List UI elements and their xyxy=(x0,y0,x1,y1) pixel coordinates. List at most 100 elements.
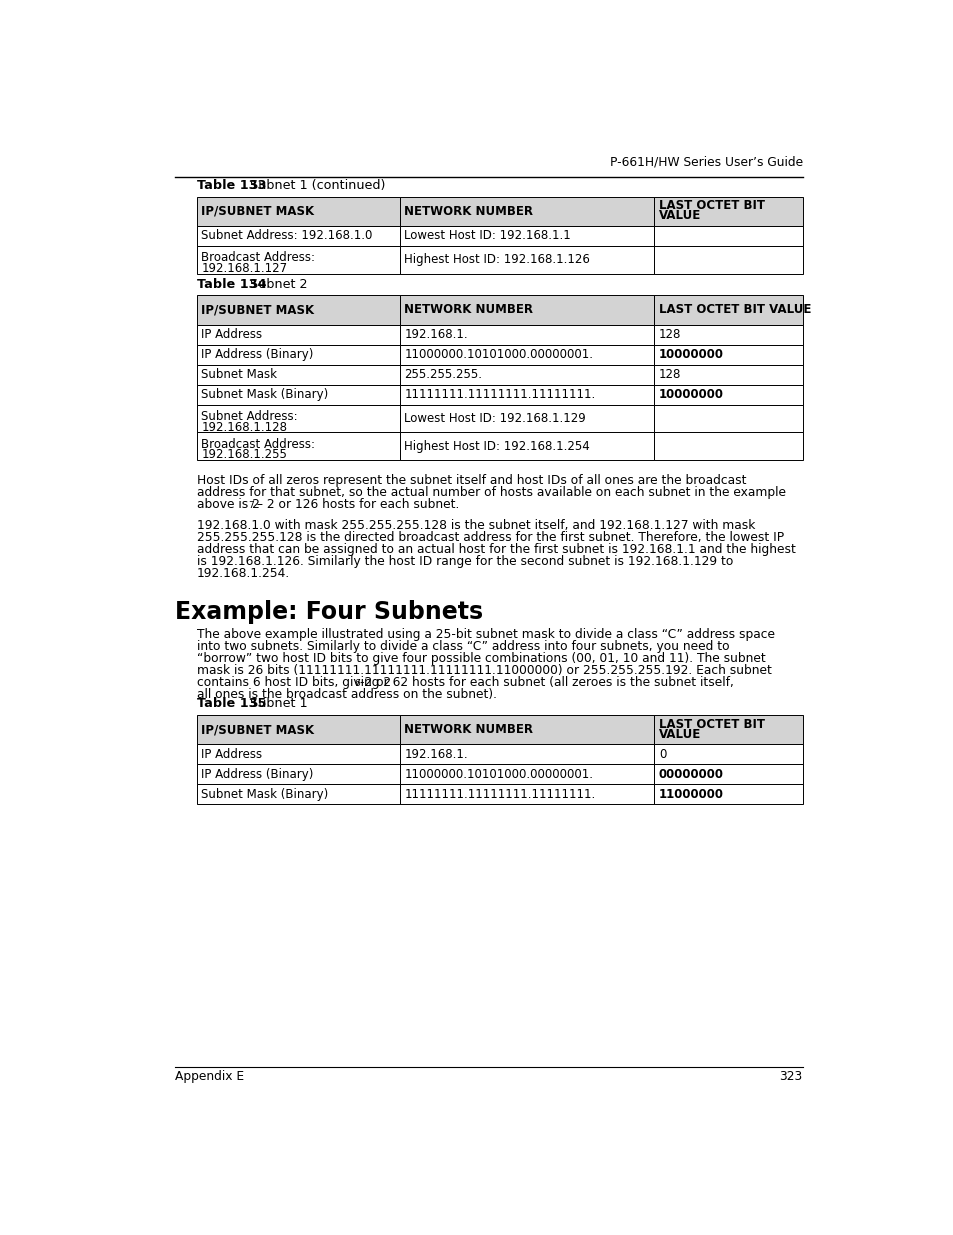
Bar xyxy=(399,432,654,461)
Text: LAST OCTET BIT VALUE: LAST OCTET BIT VALUE xyxy=(659,304,810,316)
Text: IP Address (Binary): IP Address (Binary) xyxy=(201,348,314,361)
Bar xyxy=(196,432,399,461)
Bar xyxy=(196,246,399,274)
Text: 255.255.255.: 255.255.255. xyxy=(404,368,482,382)
Text: 00000000: 00000000 xyxy=(659,768,723,781)
Text: 128: 128 xyxy=(659,368,680,382)
Text: 11111111.11111111.11111111.: 11111111.11111111.11111111. xyxy=(404,788,595,800)
Text: mask is 26 bits (11111111.11111111.11111111.11000000) or 255.255.255.192. Each s: mask is 26 bits (11111111.11111111.11111… xyxy=(196,663,771,677)
Bar xyxy=(654,226,802,246)
Text: Table 134: Table 134 xyxy=(196,278,266,290)
Bar xyxy=(399,246,654,274)
Text: Table 133: Table 133 xyxy=(196,179,266,193)
Bar xyxy=(399,745,654,764)
Text: -2 or 62 hosts for each subnet (all zeroes is the subnet itself,: -2 or 62 hosts for each subnet (all zero… xyxy=(360,676,734,689)
Text: into two subnets. Similarly to divide a class “C” address into four subnets, you: into two subnets. Similarly to divide a … xyxy=(196,640,729,653)
Text: 255.255.255.128 is the directed broadcast address for the first subnet. Therefor: 255.255.255.128 is the directed broadcas… xyxy=(196,531,783,543)
Text: Subnet 1 (continued): Subnet 1 (continued) xyxy=(241,179,385,193)
Text: Lowest Host ID: 192.168.1.1: Lowest Host ID: 192.168.1.1 xyxy=(404,230,571,242)
Text: “borrow” two host ID bits to give four possible combinations (00, 01, 10 and 11): “borrow” two host ID bits to give four p… xyxy=(196,652,764,664)
Bar xyxy=(196,364,399,384)
Text: Subnet Address: 192.168.1.0: Subnet Address: 192.168.1.0 xyxy=(201,230,373,242)
Text: Highest Host ID: 192.168.1.254: Highest Host ID: 192.168.1.254 xyxy=(404,440,590,453)
Text: 192.168.1.254.: 192.168.1.254. xyxy=(196,567,290,579)
Text: 11111111.11111111.11111111.: 11111111.11111111.11111111. xyxy=(404,388,595,401)
Text: IP/SUBNET MASK: IP/SUBNET MASK xyxy=(201,304,314,316)
Bar xyxy=(654,295,802,325)
Bar xyxy=(654,745,802,764)
Text: Broadcast Address:: Broadcast Address: xyxy=(201,252,315,264)
Text: VALUE: VALUE xyxy=(659,727,700,741)
Text: NETWORK NUMBER: NETWORK NUMBER xyxy=(404,304,533,316)
Bar xyxy=(399,384,654,405)
Bar xyxy=(196,745,399,764)
Bar xyxy=(654,345,802,364)
Bar xyxy=(654,246,802,274)
Text: IP/SUBNET MASK: IP/SUBNET MASK xyxy=(201,722,314,736)
Text: 192.168.1.255: 192.168.1.255 xyxy=(201,448,287,462)
Text: Broadcast Address:: Broadcast Address: xyxy=(201,437,315,451)
Bar xyxy=(654,715,802,745)
Text: 323: 323 xyxy=(779,1070,802,1083)
Bar xyxy=(399,764,654,784)
Text: Subnet Mask: Subnet Mask xyxy=(201,368,277,382)
Text: 11000000: 11000000 xyxy=(659,788,723,800)
Text: LAST OCTET BIT: LAST OCTET BIT xyxy=(659,718,764,731)
Text: Highest Host ID: 192.168.1.126: Highest Host ID: 192.168.1.126 xyxy=(404,253,590,267)
Text: Subnet Address:: Subnet Address: xyxy=(201,410,297,424)
Bar xyxy=(654,764,802,784)
Bar xyxy=(399,325,654,345)
Text: address for that subnet, so the actual number of hosts available on each subnet : address for that subnet, so the actual n… xyxy=(196,485,785,499)
Bar xyxy=(399,295,654,325)
Text: Example: Four Subnets: Example: Four Subnets xyxy=(174,600,482,624)
Text: 11000000.10101000.00000001.: 11000000.10101000.00000001. xyxy=(404,348,593,361)
Bar xyxy=(399,364,654,384)
Bar xyxy=(399,345,654,364)
Text: NETWORK NUMBER: NETWORK NUMBER xyxy=(404,722,533,736)
Text: 11000000.10101000.00000001.: 11000000.10101000.00000001. xyxy=(404,768,593,781)
Bar xyxy=(399,784,654,804)
Text: IP Address: IP Address xyxy=(201,747,262,761)
Bar xyxy=(399,405,654,432)
Text: 192.168.1.127: 192.168.1.127 xyxy=(201,262,287,275)
Text: 192.168.1.: 192.168.1. xyxy=(404,747,468,761)
Text: LAST OCTET BIT: LAST OCTET BIT xyxy=(659,199,764,212)
Text: Table 135: Table 135 xyxy=(196,698,266,710)
Text: P-661H/HW Series User’s Guide: P-661H/HW Series User’s Guide xyxy=(609,156,802,169)
Text: 7: 7 xyxy=(248,501,253,510)
Text: Subnet Mask (Binary): Subnet Mask (Binary) xyxy=(201,388,328,401)
Text: – 2 or 126 hosts for each subnet.: – 2 or 126 hosts for each subnet. xyxy=(253,498,459,511)
Text: 10000000: 10000000 xyxy=(659,388,723,401)
Text: 10000000: 10000000 xyxy=(659,348,723,361)
Text: The above example illustrated using a 25-bit subnet mask to divide a class “C” a: The above example illustrated using a 25… xyxy=(196,627,774,641)
Text: IP/SUBNET MASK: IP/SUBNET MASK xyxy=(201,205,314,217)
Text: 0: 0 xyxy=(659,747,665,761)
Text: NETWORK NUMBER: NETWORK NUMBER xyxy=(404,205,533,217)
Bar xyxy=(654,364,802,384)
Bar xyxy=(196,345,399,364)
Text: 192.168.1.: 192.168.1. xyxy=(404,329,468,341)
Bar xyxy=(654,405,802,432)
Text: 128: 128 xyxy=(659,329,680,341)
Bar xyxy=(196,384,399,405)
Text: 6: 6 xyxy=(355,679,360,688)
Text: Subnet Mask (Binary): Subnet Mask (Binary) xyxy=(201,788,328,800)
Text: Lowest Host ID: 192.168.1.129: Lowest Host ID: 192.168.1.129 xyxy=(404,412,585,425)
Bar xyxy=(196,226,399,246)
Text: Subnet 2: Subnet 2 xyxy=(241,278,307,290)
Text: contains 6 host ID bits, giving 2: contains 6 host ID bits, giving 2 xyxy=(196,676,391,689)
Text: is 192.168.1.126. Similarly the host ID range for the second subnet is 192.168.1: is 192.168.1.126. Similarly the host ID … xyxy=(196,555,732,568)
Text: VALUE: VALUE xyxy=(659,210,700,222)
Bar xyxy=(196,784,399,804)
Text: 192.168.1.0 with mask 255.255.255.128 is the subnet itself, and 192.168.1.127 wi: 192.168.1.0 with mask 255.255.255.128 is… xyxy=(196,519,755,532)
Text: address that can be assigned to an actual host for the first subnet is 192.168.1: address that can be assigned to an actua… xyxy=(196,543,795,556)
Bar xyxy=(196,715,399,745)
Bar xyxy=(196,764,399,784)
Bar xyxy=(654,384,802,405)
Bar xyxy=(399,715,654,745)
Bar xyxy=(196,196,399,226)
Text: IP Address (Binary): IP Address (Binary) xyxy=(201,768,314,781)
Bar xyxy=(654,432,802,461)
Text: all ones is the broadcast address on the subnet).: all ones is the broadcast address on the… xyxy=(196,688,497,700)
Text: Subnet 1: Subnet 1 xyxy=(241,698,307,710)
